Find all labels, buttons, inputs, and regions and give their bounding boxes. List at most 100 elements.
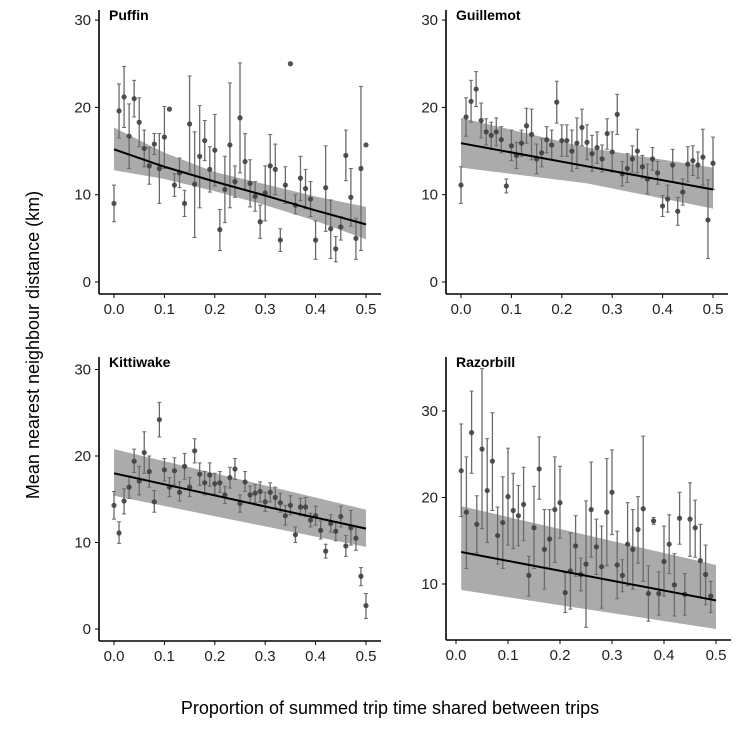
data-point (272, 166, 278, 172)
data-point (262, 499, 268, 505)
panel-guillemot: 0.0 0.1 0.2 0.3 0.4 0.5 0 10 20 30 Guillemot (421, 7, 728, 318)
data-point (574, 140, 580, 146)
data-point (121, 498, 127, 504)
data-point (654, 170, 661, 176)
data-point (531, 525, 537, 531)
panel-title: Guillemot (456, 7, 521, 23)
data-point (358, 573, 364, 579)
data-point (187, 121, 193, 127)
x-tick-label: 0.4 (652, 301, 673, 318)
data-point (116, 108, 122, 114)
data-point (651, 518, 657, 524)
data-point (564, 137, 570, 144)
data-point (649, 156, 656, 162)
data-point (599, 156, 605, 162)
data-point (624, 165, 630, 172)
data-point (181, 200, 188, 207)
data-point (121, 94, 127, 100)
data-point (547, 536, 553, 542)
data-point (131, 458, 137, 464)
y-tick-label: 30 (421, 403, 438, 420)
y-tick-label: 20 (74, 99, 91, 116)
data-point (232, 466, 238, 472)
data-point (302, 185, 309, 192)
data-point (242, 158, 248, 165)
data-point (156, 165, 162, 172)
data-point (619, 572, 626, 578)
data-point (510, 507, 516, 514)
y-tick-label: 0 (430, 274, 438, 291)
data-point (272, 494, 278, 501)
data-point (197, 153, 203, 159)
x-tick-label: 0.3 (602, 301, 623, 318)
y-tick-label: 20 (74, 448, 91, 465)
data-point (573, 543, 579, 549)
data-point (625, 541, 631, 547)
data-point (552, 507, 558, 513)
y-tick-label: 20 (421, 99, 438, 116)
data-point (363, 603, 369, 609)
y-tick-label: 20 (421, 490, 438, 507)
data-point (126, 484, 132, 490)
data-point (136, 119, 142, 125)
data-point (484, 487, 490, 494)
data-point (515, 513, 522, 519)
data-point (287, 502, 293, 508)
data-point (358, 165, 364, 172)
data-point (297, 175, 304, 181)
data-point (277, 237, 283, 243)
data-point (282, 182, 288, 188)
data-point (171, 468, 178, 474)
data-point (630, 546, 636, 553)
x-tick-label: 0.1 (154, 648, 175, 665)
data-point (544, 137, 550, 143)
data-point (307, 196, 314, 202)
data-point (307, 517, 314, 523)
data-point (593, 544, 600, 550)
data-point (126, 133, 132, 139)
data-point (599, 564, 605, 570)
data-point (468, 98, 474, 104)
data-point (181, 463, 188, 469)
data-point (161, 467, 167, 473)
x-tick-label: 0.3 (255, 648, 276, 665)
data-point (526, 572, 532, 578)
data-point (217, 480, 223, 486)
data-point (217, 227, 223, 233)
data-point (166, 106, 173, 112)
data-point (267, 163, 273, 169)
x-tick-label: 0.2 (204, 301, 225, 318)
x-tick-label: 0.1 (498, 647, 519, 664)
y-tick-label: 30 (421, 12, 438, 29)
data-point (554, 99, 560, 105)
data-point (503, 183, 509, 189)
data-point (282, 513, 288, 519)
data-point (247, 180, 253, 186)
data-point (505, 494, 511, 500)
data-point (146, 163, 152, 169)
fit-line (461, 551, 717, 602)
y-tick-label: 30 (74, 362, 91, 379)
data-point (227, 142, 233, 148)
data-point (671, 582, 678, 588)
data-point (478, 117, 484, 124)
data-point (257, 219, 263, 225)
data-point (363, 142, 369, 148)
confidence-band (461, 506, 716, 629)
data-point (635, 526, 641, 533)
x-tick-label: 0.0 (104, 301, 125, 318)
panel-puffin: 0.0 0.1 0.2 0.3 0.4 0.5 0 10 20 30 Puffin (74, 7, 381, 318)
data-point (232, 179, 238, 185)
data-point (500, 519, 506, 526)
panel-title: Puffin (109, 7, 149, 23)
data-point (498, 137, 504, 143)
x-tick-label: 0.0 (451, 301, 472, 318)
data-point (202, 480, 208, 486)
data-point (521, 501, 527, 508)
data-point (656, 590, 662, 597)
data-point (495, 532, 501, 539)
x-tick-label: 0.2 (551, 301, 572, 318)
data-point (690, 158, 696, 164)
data-point (705, 217, 711, 223)
data-point (488, 132, 494, 138)
